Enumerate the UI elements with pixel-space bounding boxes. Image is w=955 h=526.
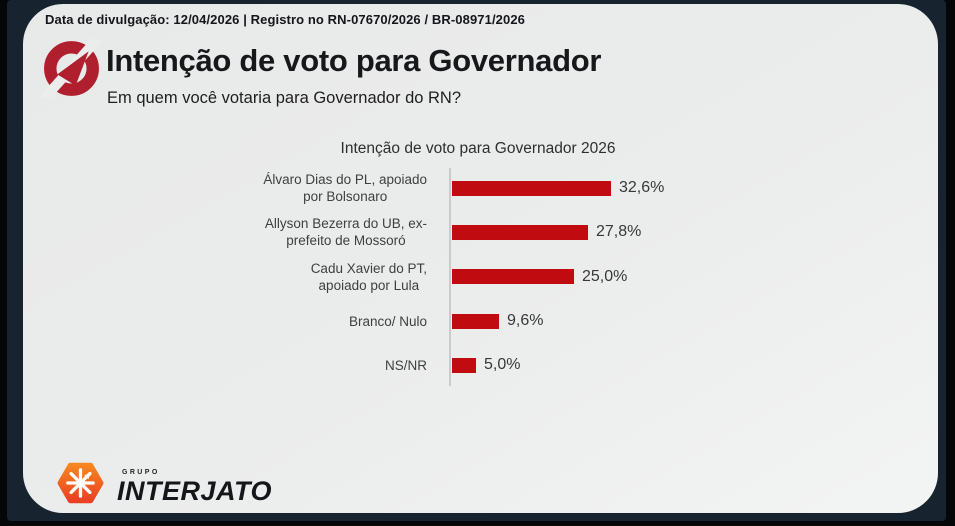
category-label: Allyson Bezerra do UB, ex-prefeito de Mo… [264,216,427,249]
y-axis-line [449,168,451,386]
chart-row: Cadu Xavier do PT, apoiado por Lula 25,0% [188,255,768,299]
brand-group-label: GRUPO [122,469,160,476]
value-label: 9,6% [507,312,544,330]
value-label: 32,6% [619,179,665,197]
value-label: 5,0% [484,356,521,374]
category-label: Cadu Xavier do PT, apoiado por Lula [310,260,427,293]
bar [452,269,574,285]
category-label: Branco/ Nulo [348,313,427,329]
bar [452,224,588,240]
value-label: 25,0% [582,267,628,285]
value-label: 27,8% [596,223,642,241]
brand-name-label: INTERJATO [117,476,273,506]
brand-text: GRUPO INTERJATO [117,469,272,507]
chart-row: NS/NR 5,0% [188,343,768,387]
page-title: Intenção de voto para Governador [106,43,602,78]
bar-chart: Intenção de voto para Governador 2026 Ál… [188,140,768,400]
bar [452,313,499,329]
bar [452,357,476,373]
bar-rows: Álvaro Dias do PL, apoiado por Bolsonaro 3… [188,166,768,387]
program-logo-icon [39,34,103,103]
hexagon-asterisk-icon [57,459,104,507]
page-subtitle: Em quem você votaria para Governador do … [107,89,462,107]
registration-text: Data de divulgação: 12/04/2026 | Registr… [45,12,525,27]
brand-logo: GRUPO INTERJATO [57,459,272,507]
chart-title: Intenção de voto para Governador 2026 [340,140,616,157]
bar [452,180,611,196]
chart-row: Branco/ Nulo 9,6% [188,299,768,343]
category-label: NS/NR [384,357,427,373]
poll-card: Data de divulgação: 12/04/2026 | Registr… [23,4,938,513]
category-label: Álvaro Dias do PL, apoiado por Bolsonaro [263,172,427,205]
chart-row: Álvaro Dias do PL, apoiado por Bolsonaro 3… [188,166,768,210]
chart-row: Allyson Bezerra do UB, ex-prefeito de Mo… [188,210,768,254]
